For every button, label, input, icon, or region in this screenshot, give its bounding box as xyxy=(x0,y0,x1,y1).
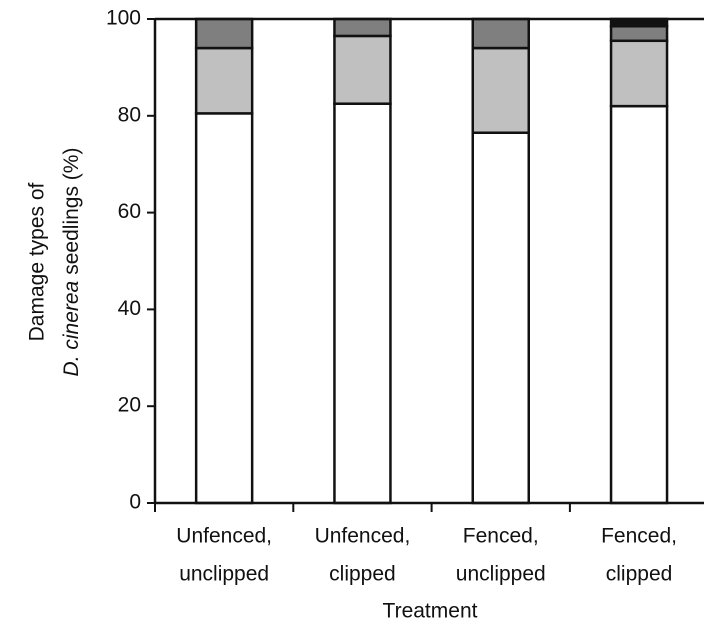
bar-segment xyxy=(194,112,254,505)
bar-segment xyxy=(609,104,669,505)
x-tick-label: unclipped xyxy=(456,563,546,586)
y-tick-label: 20 xyxy=(118,394,141,417)
x-tick-label: Unfenced, xyxy=(315,525,411,548)
bar-segment xyxy=(194,17,254,50)
y-tick-label: 80 xyxy=(118,103,141,126)
x-tick-label: Unfenced, xyxy=(176,525,272,548)
y-axis-title-italic: D. cinerea xyxy=(60,281,83,377)
bar-segment xyxy=(194,46,254,115)
bar-segment xyxy=(609,39,669,108)
y-tick-label: 0 xyxy=(129,491,141,514)
y-axis-title-rest: seedlings (%) xyxy=(60,148,83,275)
x-tick-label: Fenced, xyxy=(463,525,539,548)
bar-segment xyxy=(471,17,530,50)
bar-segment xyxy=(471,131,530,505)
x-tick-label: clipped xyxy=(329,563,396,586)
y-tick-label: 100 xyxy=(106,7,141,30)
bar-segment xyxy=(333,102,392,505)
bar-segment xyxy=(333,34,392,105)
y-tick-label: 40 xyxy=(118,297,141,320)
bar-segment xyxy=(471,46,530,134)
x-tick-label: clipped xyxy=(606,563,673,586)
y-axis-title: Damage types of xyxy=(26,182,49,341)
bar-segment xyxy=(609,25,669,43)
bar-segment xyxy=(333,17,392,38)
x-axis-title: Treatment xyxy=(383,600,478,623)
x-tick-label: unclipped xyxy=(179,563,269,586)
y-tick-label: 60 xyxy=(118,200,141,223)
x-tick-label: Fenced, xyxy=(601,525,677,548)
y-axis-title: D. cinerea seedlings (%) xyxy=(60,148,83,377)
